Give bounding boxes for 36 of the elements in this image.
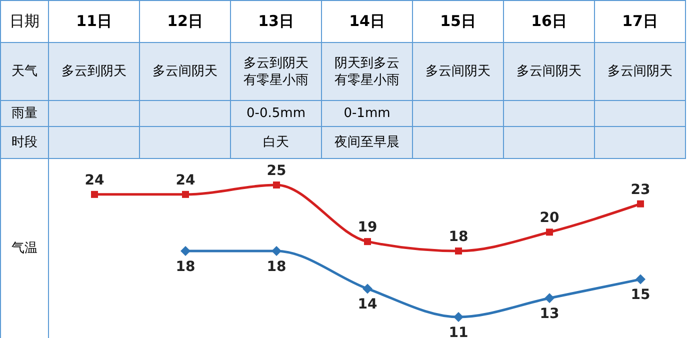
x-tick-label: 16日 [504, 1, 595, 43]
text: 白天 [263, 134, 289, 151]
data-label: 14 [358, 296, 378, 313]
data-label: 18 [448, 229, 468, 245]
x-tick-label: 15日 [413, 1, 504, 43]
text: 多云到阴天有零星小雨 [242, 54, 310, 88]
text: 多云间阴天 [516, 63, 582, 80]
data-label: 15 [630, 287, 650, 304]
y-axis-title: 气温 [1, 159, 49, 338]
x-tick-label: 14日 [322, 1, 413, 43]
x-axis-title: 日期 [1, 1, 49, 43]
data-label: 24 [176, 172, 196, 188]
text: 阴天到多云有零星小雨 [334, 54, 400, 88]
text: 时段 [1, 127, 49, 159]
x-tick-label: 17日 [595, 1, 686, 43]
x-tick-label: 12日 [140, 1, 231, 43]
text: 0-1mm [344, 105, 390, 122]
data-label: 23 [630, 182, 650, 198]
data-label: 11 [448, 324, 468, 338]
data-label: 19 [358, 220, 378, 236]
data-label: 24 [84, 172, 104, 188]
text: 多云间阴天 [426, 63, 490, 80]
text: 雨量 [1, 101, 49, 127]
text: 多云间阴天 [608, 63, 672, 80]
text: 夜间至早晨 [334, 134, 400, 151]
text: 多云间阴天 [152, 63, 218, 80]
data-label: 18 [176, 258, 196, 275]
data-label: 20 [540, 210, 560, 226]
text: 天气 [1, 43, 49, 101]
text: 0-0.5mm [246, 105, 306, 122]
data-label: 13 [540, 306, 560, 322]
x-tick-label: 13日 [231, 1, 322, 43]
data-label: 25 [266, 163, 286, 179]
text: 多云到阴天 [62, 63, 126, 80]
data-label: 18 [266, 258, 286, 275]
x-tick-label: 11日 [49, 1, 140, 43]
